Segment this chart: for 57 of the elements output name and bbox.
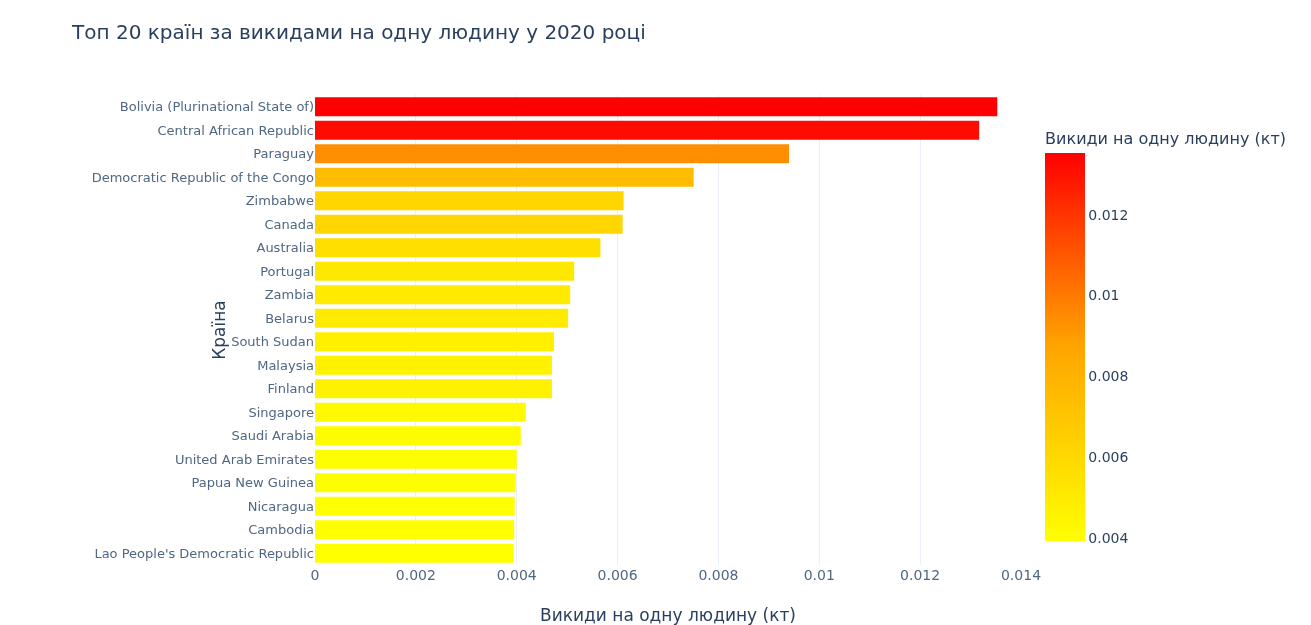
y-tick-label: Singapore <box>248 404 314 420</box>
y-tick-label: Nicaragua <box>247 498 314 514</box>
chart-title: Топ 20 країн за викидами на одну людину у 2020 році <box>71 20 646 44</box>
bar <box>315 402 526 422</box>
color-bar-title: Викиди на одну людину (кт) <box>1045 128 1286 148</box>
bar <box>315 473 516 493</box>
x-tick-label: 0.014 <box>1000 567 1042 583</box>
color-bar-label: 0.006 <box>1088 449 1129 466</box>
y-tick-label: Portugal <box>260 263 314 279</box>
y-tick-label: Central African Republic <box>157 122 314 138</box>
y-tick-label: Democratic Republic of the Congo <box>91 169 315 185</box>
y-tick-label: Australia <box>256 240 314 256</box>
bar <box>315 379 553 399</box>
x-tick-label: 0 <box>310 567 320 583</box>
y-tick-label: Paraguay <box>253 146 315 162</box>
y-tick-label: Saudi Arabia <box>231 428 314 444</box>
x-tick-label: 0.004 <box>496 567 537 583</box>
x-tick-label: 0.008 <box>698 567 739 583</box>
y-tick-label: Finland <box>267 381 314 397</box>
bar <box>315 449 517 469</box>
bar <box>315 97 998 117</box>
bar <box>315 426 521 446</box>
y-tick-label: Zimbabwe <box>245 193 314 209</box>
y-tick-label: Zambia <box>264 287 314 303</box>
x-axis-title: Викиди на одну людину (кт) <box>540 605 796 625</box>
x-tick-label: 0.012 <box>900 567 941 583</box>
y-tick-label: Papua New Guinea <box>191 475 314 491</box>
y-tick-label: South Sudan <box>231 334 314 350</box>
bar <box>315 191 624 211</box>
bar <box>315 214 623 234</box>
x-tick-label: 0.002 <box>395 567 436 583</box>
y-axis-title: Країна <box>209 300 230 360</box>
bar <box>315 167 694 187</box>
color-bar-label: 0.008 <box>1088 368 1129 385</box>
y-tick-label: Lao People's Democratic Republic <box>94 545 314 561</box>
color-bar-label: 0.012 <box>1088 206 1129 223</box>
bar <box>315 120 980 140</box>
color-bar-label: 0.004 <box>1088 530 1129 547</box>
bar <box>315 308 569 328</box>
bar <box>315 520 515 540</box>
bar <box>315 238 601 258</box>
bar <box>315 285 571 305</box>
x-tick-label: 0.006 <box>597 567 638 583</box>
bar <box>315 332 555 352</box>
y-tick-label: Cambodia <box>248 522 314 538</box>
y-tick-label: Canada <box>264 216 314 232</box>
y-tick-label: Malaysia <box>257 357 314 373</box>
y-tick-label: Bolivia (Plurinational State of) <box>119 99 314 115</box>
color-bar-label: 0.01 <box>1088 287 1120 304</box>
bar <box>315 543 514 563</box>
x-tick-label: 0.01 <box>803 567 835 583</box>
y-tick-label: United Arab Emirates <box>174 451 315 467</box>
bar <box>315 144 790 164</box>
bar <box>315 261 575 281</box>
bar <box>315 496 515 516</box>
y-tick-label: Belarus <box>265 310 315 326</box>
bar <box>315 355 553 375</box>
